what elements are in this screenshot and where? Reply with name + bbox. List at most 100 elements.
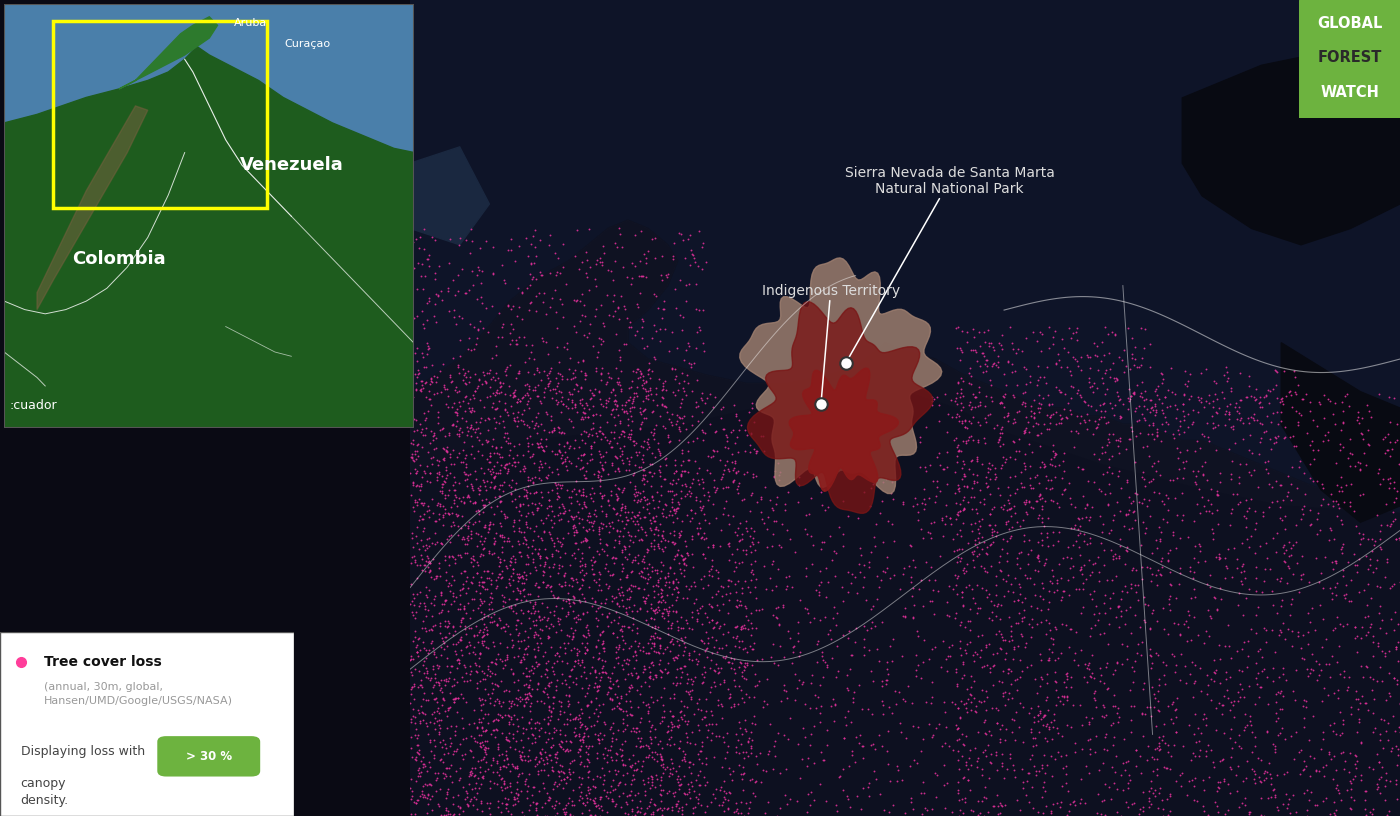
Point <box>608 697 630 710</box>
Point <box>521 273 543 286</box>
Point <box>571 796 594 809</box>
Point <box>564 509 587 522</box>
Point <box>662 710 685 723</box>
Point <box>1113 763 1135 776</box>
Point <box>647 442 669 455</box>
Point <box>764 601 787 614</box>
Point <box>496 426 518 439</box>
Point <box>525 801 547 814</box>
Point <box>967 415 990 428</box>
Point <box>440 467 462 480</box>
Point <box>528 472 550 485</box>
Point <box>685 277 707 290</box>
Point <box>669 773 692 786</box>
Point <box>592 428 615 441</box>
Point <box>546 463 568 476</box>
Point <box>435 809 458 816</box>
Point <box>624 490 647 503</box>
Point <box>1015 505 1037 518</box>
Point <box>1050 413 1072 426</box>
Point <box>424 537 447 550</box>
Point <box>1226 694 1249 707</box>
Point <box>881 476 903 489</box>
Point <box>419 778 441 791</box>
Point <box>735 548 757 561</box>
Point <box>1340 574 1362 587</box>
Point <box>547 355 570 368</box>
Point <box>678 646 700 659</box>
Point <box>683 356 706 369</box>
Point <box>1348 416 1371 429</box>
Point <box>466 721 489 734</box>
Point <box>696 800 718 813</box>
Point <box>711 508 734 521</box>
Point <box>1323 716 1345 730</box>
Point <box>630 408 652 421</box>
Point <box>644 251 666 264</box>
Point <box>1091 441 1113 454</box>
Point <box>1322 494 1344 508</box>
Point <box>483 402 505 415</box>
Point <box>483 677 505 690</box>
Point <box>423 717 445 730</box>
Point <box>489 556 511 569</box>
Point <box>1050 646 1072 659</box>
Point <box>584 596 606 609</box>
Point <box>423 749 445 762</box>
Point <box>559 767 581 780</box>
Point <box>466 636 489 649</box>
Point <box>629 644 651 657</box>
Point <box>490 494 512 508</box>
Point <box>526 580 549 593</box>
Point <box>475 234 497 247</box>
Point <box>500 663 522 676</box>
Point <box>405 751 427 764</box>
Point <box>518 704 540 717</box>
Point <box>644 626 666 639</box>
Point <box>788 470 811 483</box>
Point <box>631 640 654 653</box>
Point <box>573 447 595 460</box>
Point <box>1176 788 1198 801</box>
Point <box>1042 330 1064 344</box>
Point <box>412 659 434 672</box>
Point <box>487 551 510 564</box>
Point <box>603 552 626 565</box>
Point <box>722 653 745 666</box>
Point <box>532 753 554 766</box>
Point <box>463 553 486 566</box>
Point <box>973 791 995 804</box>
Point <box>685 396 707 409</box>
Point <box>615 399 637 412</box>
Point <box>496 560 518 573</box>
Point <box>998 450 1021 463</box>
Point <box>477 462 500 475</box>
Point <box>538 700 560 713</box>
Point <box>504 761 526 774</box>
Point <box>990 799 1012 812</box>
Point <box>426 570 448 583</box>
Point <box>568 659 591 672</box>
Point <box>1033 749 1056 762</box>
Point <box>466 771 489 784</box>
Point <box>973 716 995 729</box>
Point <box>525 289 547 302</box>
Point <box>1355 697 1378 710</box>
Point <box>879 775 902 788</box>
Point <box>650 691 672 704</box>
Point <box>1287 481 1309 494</box>
Point <box>1036 360 1058 373</box>
Point <box>448 771 470 784</box>
Point <box>517 388 539 401</box>
Point <box>708 783 731 796</box>
Point <box>556 450 578 463</box>
Point <box>624 725 647 738</box>
Point <box>456 640 479 653</box>
Point <box>493 594 515 607</box>
Point <box>1168 452 1190 465</box>
Point <box>561 712 584 725</box>
Point <box>494 749 517 762</box>
Point <box>605 767 627 780</box>
Point <box>1095 465 1117 478</box>
Point <box>461 592 483 605</box>
